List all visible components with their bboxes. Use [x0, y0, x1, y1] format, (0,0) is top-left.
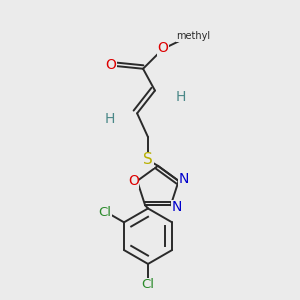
Text: Cl: Cl — [98, 206, 111, 219]
Text: N: N — [178, 172, 189, 186]
Text: Cl: Cl — [142, 278, 154, 291]
Text: O: O — [128, 174, 139, 188]
Text: H: H — [104, 112, 115, 126]
Text: N: N — [172, 200, 182, 214]
Text: O: O — [105, 58, 116, 72]
Text: methyl: methyl — [176, 31, 211, 41]
Text: H: H — [176, 89, 186, 103]
Text: O: O — [158, 41, 168, 55]
Text: S: S — [143, 152, 153, 167]
